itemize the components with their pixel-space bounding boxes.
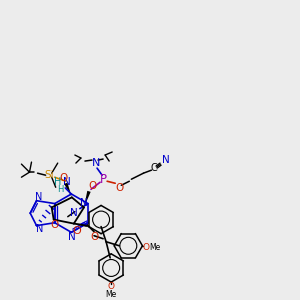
Text: O: O (60, 173, 68, 183)
Polygon shape (64, 183, 72, 197)
Text: Me: Me (106, 290, 117, 299)
Text: Me: Me (149, 243, 160, 252)
Text: O: O (88, 181, 96, 191)
Text: H: H (57, 185, 63, 194)
Text: N: N (63, 177, 71, 187)
Text: N: N (70, 208, 78, 218)
Text: N: N (35, 192, 42, 202)
Text: O: O (51, 220, 59, 230)
Text: C: C (150, 163, 157, 173)
Text: P: P (100, 173, 106, 186)
Text: Si: Si (45, 170, 55, 180)
Text: N: N (36, 224, 43, 234)
Text: O: O (90, 232, 98, 242)
Polygon shape (84, 191, 91, 208)
Text: H: H (53, 177, 61, 187)
Polygon shape (74, 224, 88, 227)
Text: O: O (108, 282, 115, 291)
Text: N: N (80, 198, 88, 208)
Text: N: N (92, 158, 100, 168)
Text: O: O (115, 183, 123, 193)
Text: O: O (143, 243, 150, 252)
Text: N: N (162, 155, 170, 165)
Text: N: N (68, 232, 76, 242)
Text: O: O (73, 226, 81, 236)
